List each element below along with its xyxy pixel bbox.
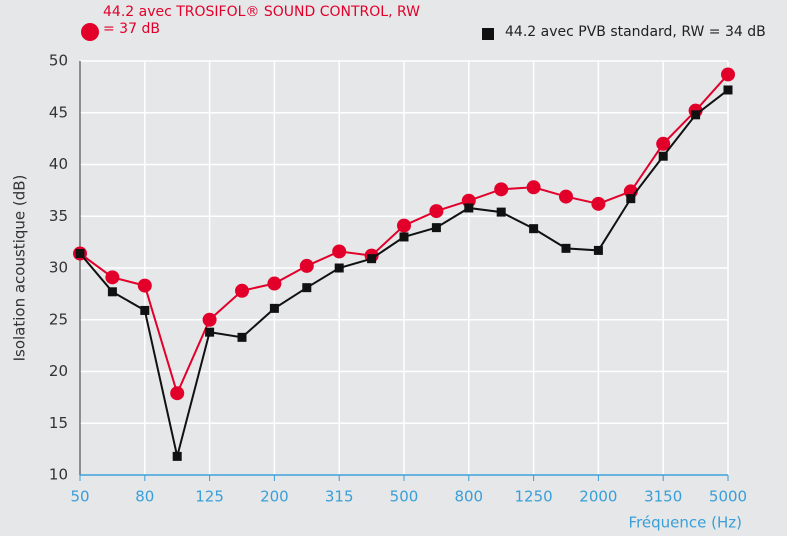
marker xyxy=(299,258,314,273)
marker xyxy=(691,110,701,120)
x-tick-label: 800 xyxy=(454,488,483,506)
marker xyxy=(105,270,120,285)
y-tick-label: 15 xyxy=(49,414,68,432)
y-tick-label: 35 xyxy=(49,207,68,225)
x-tick-label: 50 xyxy=(70,488,89,506)
marker xyxy=(397,218,411,233)
marker xyxy=(496,207,506,217)
marker xyxy=(526,180,541,195)
marker xyxy=(561,243,571,253)
marker xyxy=(137,278,152,293)
marker xyxy=(656,136,671,151)
x-tick-label: 200 xyxy=(260,488,289,506)
x-tick-label: 2000 xyxy=(579,488,617,506)
marker xyxy=(332,244,347,259)
marker xyxy=(269,303,279,313)
marker xyxy=(267,276,282,291)
legend-symbol xyxy=(81,23,99,41)
x-tick-label: 125 xyxy=(195,488,224,506)
x-tick-label: 3150 xyxy=(644,488,682,506)
marker xyxy=(237,332,247,342)
marker xyxy=(559,189,573,204)
y-tick-label: 25 xyxy=(49,310,68,328)
legend-symbol xyxy=(482,28,494,40)
y-tick-label: 40 xyxy=(49,155,68,173)
marker xyxy=(75,249,85,259)
marker xyxy=(202,312,217,327)
marker xyxy=(721,67,735,82)
y-tick-label: 45 xyxy=(49,103,68,121)
y-tick-label: 30 xyxy=(49,259,68,277)
marker xyxy=(107,287,117,297)
y-axis-label: Isolation acoustique (dB) xyxy=(11,175,29,362)
x-tick-label: 500 xyxy=(390,488,419,506)
marker xyxy=(367,254,377,264)
y-tick-label: 20 xyxy=(49,362,68,380)
marker xyxy=(626,194,636,204)
x-axis-label: Fréquence (Hz) xyxy=(629,514,742,532)
marker xyxy=(464,203,474,213)
marker xyxy=(235,283,249,298)
marker xyxy=(140,305,150,315)
marker xyxy=(334,263,344,273)
legend-entry: 44.2 avec TROSIFOL® SOUND CONTROL, RW = … xyxy=(103,4,421,37)
marker xyxy=(399,232,409,242)
marker xyxy=(658,151,668,161)
marker xyxy=(302,283,312,293)
marker xyxy=(431,223,441,233)
marker xyxy=(170,386,185,401)
marker xyxy=(529,224,539,234)
x-tick-label: 5000 xyxy=(709,488,747,506)
y-tick-label: 10 xyxy=(49,466,68,484)
y-tick-label: 50 xyxy=(49,52,68,70)
x-tick-label: 315 xyxy=(325,488,354,506)
legend-entry: 44.2 avec PVB standard, RW = 34 dB xyxy=(505,24,766,40)
marker xyxy=(591,196,606,211)
marker xyxy=(172,451,182,461)
marker xyxy=(723,85,733,95)
marker xyxy=(205,327,215,337)
marker xyxy=(593,245,603,255)
marker xyxy=(494,182,509,197)
x-tick-label: 80 xyxy=(135,488,154,506)
marker xyxy=(429,204,444,219)
x-tick-label: 1250 xyxy=(515,488,553,506)
